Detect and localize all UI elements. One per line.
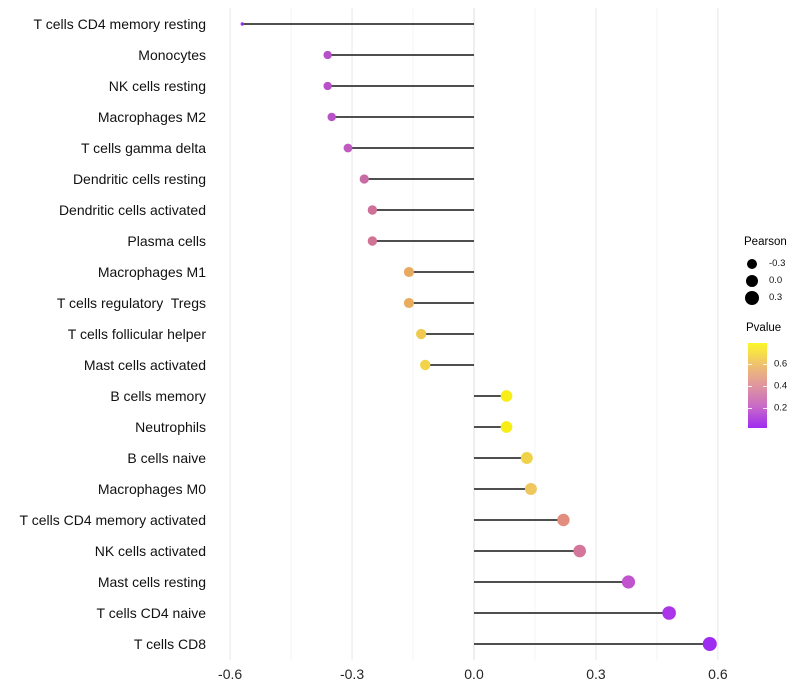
pvalue-colorbar-tickmark <box>748 408 752 409</box>
y-axis-label: T cells gamma delta <box>80 140 206 156</box>
y-axis-label: T cells CD4 memory activated <box>19 512 206 528</box>
x-axis-tick-label: 0.6 <box>708 666 728 682</box>
y-axis-label: T cells follicular helper <box>67 326 206 342</box>
y-axis-label: Mast cells activated <box>83 357 206 373</box>
x-axis-tick-label: 0.3 <box>586 666 606 682</box>
lollipop-dot <box>573 544 586 558</box>
lollipop-dot <box>323 81 332 91</box>
y-axis-label: Macrophages M0 <box>97 481 206 497</box>
lollipop-dot <box>359 174 369 184</box>
lollipop-dot <box>662 606 676 620</box>
y-axis-label: T cells CD8 <box>133 636 206 652</box>
y-axis-label: B cells memory <box>110 388 206 404</box>
pvalue-colorbar-label: 0.2 <box>774 402 788 414</box>
lollipop-dot <box>323 50 332 60</box>
y-axis-label: Plasma cells <box>127 233 206 249</box>
lollipop-dot <box>500 390 513 402</box>
lollipop-dot <box>367 205 378 215</box>
pvalue-colorbar-wrap: 0.6 0.4 0.2 <box>748 343 787 428</box>
y-axis-label: Dendritic cells resting <box>72 171 206 187</box>
lollipop-dot <box>327 112 336 122</box>
x-axis-tick-label: -0.6 <box>218 666 243 682</box>
lollipop-dot <box>420 359 431 371</box>
pearson-legend-items: -0.3 0.0 0.3 <box>744 255 787 306</box>
lollipop-dot <box>415 328 427 340</box>
lollipop-dot <box>524 483 537 495</box>
lollipop-dot <box>367 236 378 246</box>
y-axis-label: Macrophages M1 <box>97 264 206 280</box>
legend-pvalue: Pvalue 0.6 0.4 0.2 <box>746 322 787 428</box>
y-axis-label: Dendritic cells activated <box>58 202 206 218</box>
y-axis-label: NK cells resting <box>108 78 206 94</box>
lollipop-dot <box>500 421 513 433</box>
y-axis-label: NK cells activated <box>94 543 206 559</box>
pearson-size-label: -0.3 <box>769 258 786 269</box>
lollipop-dot <box>403 297 415 309</box>
lollipop-dot <box>557 513 570 527</box>
pearson-size-dot <box>747 258 757 269</box>
y-axis-label: T cells regulatory Tregs <box>56 295 206 311</box>
y-axis-label: T cells CD4 memory resting <box>33 16 206 32</box>
pearson-size-label: 0.0 <box>769 275 783 286</box>
pvalue-colorbar-label: 0.4 <box>774 380 788 392</box>
pvalue-colorbar-tickmark <box>763 408 767 409</box>
pearson-legend-item: 0.3 <box>744 289 787 306</box>
pearson-size-dot <box>745 290 759 305</box>
pvalue-colorbar-tickmark <box>763 364 767 365</box>
pearson-size-dot <box>746 274 758 287</box>
pvalue-colorbar-label: 0.6 <box>774 358 788 370</box>
y-axis-label: Monocytes <box>138 47 206 63</box>
y-axis-label: Mast cells resting <box>97 574 206 590</box>
lollipop-dot <box>621 575 636 589</box>
y-axis-label: T cells CD4 naive <box>96 605 206 621</box>
pvalue-colorbar <box>748 343 767 428</box>
lollipop-dot <box>240 22 244 26</box>
y-axis-label: Macrophages M2 <box>97 109 206 125</box>
pvalue-colorbar-tickmark <box>748 386 752 387</box>
pearson-legend-item: 0.0 <box>744 272 787 289</box>
legend-pearson: Pearson -0.3 0.0 0.3 <box>744 236 787 306</box>
lollipop-dot <box>343 143 353 153</box>
pvalue-colorbar-tickmark <box>763 386 767 387</box>
x-axis-tick-label: 0.0 <box>464 666 484 682</box>
y-axis-label: B cells naive <box>127 450 206 466</box>
lollipop-dot <box>702 636 717 652</box>
pvalue-legend-title: Pvalue <box>746 322 782 334</box>
x-axis-tick-label: -0.3 <box>339 666 365 682</box>
pearson-legend-item: -0.3 <box>744 255 787 272</box>
pvalue-colorbar-tickmark <box>748 364 752 365</box>
lollipop-dot <box>403 266 415 278</box>
pearson-size-label: 0.3 <box>769 292 783 303</box>
pearson-legend-title: Pearson <box>744 236 787 248</box>
y-axis-label: Neutrophils <box>135 419 206 435</box>
lollipop-dot <box>520 452 533 464</box>
